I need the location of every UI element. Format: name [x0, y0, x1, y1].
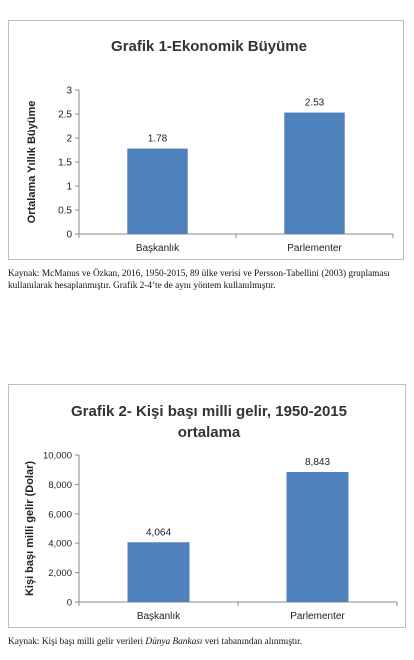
chart-1-category-label-1: Başkanlık — [136, 243, 180, 254]
chart-1-bar-2 — [284, 112, 345, 234]
chart-1-bar-1 — [127, 148, 188, 234]
chart-1-svg: Grafik 1-Ekonomik Büyüme Ortalama Yıllık … — [26, 38, 394, 254]
chart-2-title-line-1: Grafik 2- Kişi başı milli gelir, 1950-20… — [71, 403, 347, 420]
chart-1-y-tick-label-0: 0 — [66, 230, 72, 241]
chart-1-title-line-1: Grafik 1-Ekonomik Büyüme — [111, 38, 307, 55]
chart-2-y-tick-label-5: 10,000 — [43, 451, 72, 462]
chart-2-y-tick-label-3: 6,000 — [48, 509, 72, 520]
chart-2-title-line-2: ortalama — [178, 424, 241, 441]
chart-1-y-tick-label-2: 1 — [66, 182, 72, 193]
caption-2-text-start: Kaynak: Kişi başı milli gelir verileri — [8, 637, 146, 647]
chart-2: Grafik 2- Kişi başı milli gelir, 1950-20… — [8, 384, 406, 628]
chart-2-category-label-1: Başkanlık — [137, 611, 181, 622]
chart-1-y-tick-label-4: 2 — [66, 134, 72, 145]
chart-1-y-tick-label-3: 1.5 — [58, 158, 72, 169]
chart-2-y-tick-label-1: 2,000 — [48, 568, 72, 579]
caption-2-text-end: veri tabanından alınmıştır. — [202, 637, 303, 647]
chart-1-category-label-2: Parlementer — [287, 243, 342, 254]
chart-2-y-tick-label-4: 8,000 — [48, 480, 72, 491]
chart-2-y-tick-label-2: 4,000 — [48, 539, 72, 550]
chart-1-data-label-1: 1.78 — [148, 134, 168, 145]
chart-2-y-axis-label: Kişi başı milli gelir (Dolar) — [24, 461, 36, 596]
chart-2-data-label-1: 4,064 — [146, 527, 171, 538]
chart-1-y-tick-label-5: 2.5 — [58, 110, 72, 121]
chart-2-bar-2 — [286, 472, 349, 602]
chart-1: Grafik 1-Ekonomik Büyüme Ortalama Yıllık … — [8, 20, 404, 260]
chart-2-data-label-2: 8,843 — [305, 457, 330, 468]
chart-1-data-label-2: 2.53 — [305, 98, 325, 109]
caption-2: Kaynak: Kişi başı milli gelir verileri D… — [8, 636, 410, 648]
chart-1-y-axis-label: Ortalama Yıllık Büyüme — [26, 101, 38, 224]
chart-2-category-label-2: Parlementer — [290, 611, 345, 622]
chart-1-y-tick-label-1: 0.5 — [58, 206, 72, 217]
chart-1-y-tick-label-6: 3 — [66, 86, 72, 97]
chart-2-svg: Grafik 2- Kişi başı milli gelir, 1950-20… — [24, 403, 398, 622]
caption-1: Kaynak: McManus ve Özkan, 2016, 1950-201… — [8, 269, 390, 291]
caption-2-source-name: Dünya Bankası — [145, 637, 203, 647]
chart-2-y-tick-label-0: 0 — [67, 598, 72, 609]
chart-2-bar-1 — [127, 542, 190, 602]
